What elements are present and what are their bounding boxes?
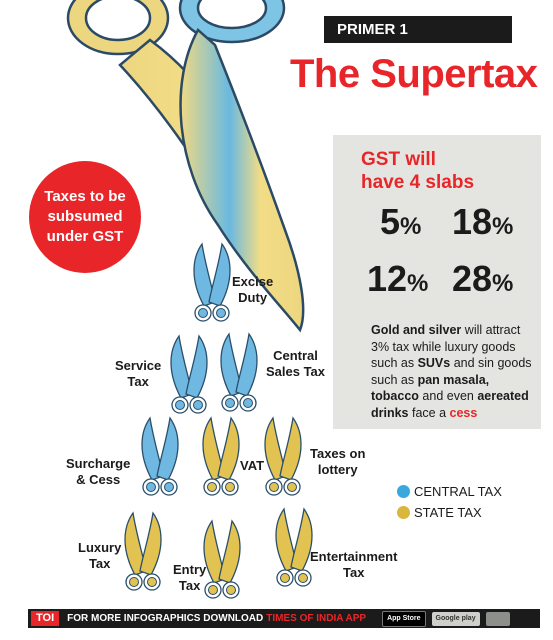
label-central-sales-tax: Central Sales Tax [266, 348, 325, 380]
app-store-button[interactable]: App Store [382, 610, 426, 627]
slab-value: 12 [367, 258, 408, 299]
label-line: Tax [178, 578, 201, 593]
label-line: Sales Tax [266, 364, 326, 379]
big-scissors [66, 0, 305, 333]
label-line: Tax [342, 565, 365, 580]
page-title: The Supertax [290, 52, 538, 96]
slabs-title-line: have 4 slabs [361, 172, 475, 193]
state-tax-legend-dot [397, 506, 410, 519]
label-line: Luxury [78, 540, 122, 555]
badge-line: subsumed [47, 208, 123, 225]
slab-rate: 5% [380, 201, 421, 243]
label-line: & Cess [76, 472, 121, 487]
footer-bar: TOI FOR MORE INFOGRAPHICS DOWNLOAD TIMES… [28, 609, 540, 628]
label-line: Central [273, 348, 318, 363]
footer-text: FOR MORE INFOGRAPHICS DOWNLOAD [67, 613, 264, 624]
label-line: Excise [232, 274, 274, 289]
windows-store-button[interactable] [485, 611, 510, 626]
note-bold: aereated drinks [371, 389, 529, 420]
slab-value: 18 [452, 201, 493, 242]
slabs-title-line: GST will [361, 149, 436, 170]
label-taxes-on-lottery: Taxes on lottery [310, 446, 365, 478]
primer-label: PRIMER 1 [324, 16, 512, 43]
slabs-panel [333, 135, 541, 429]
label-line: Surcharge [66, 456, 131, 471]
footer-brand[interactable]: TIMES OF INDIA APP [266, 613, 367, 624]
slab-value: 5 [380, 201, 401, 242]
label-surcharge-cess: Surcharge & Cess [66, 456, 130, 488]
label-line: Taxes on [310, 446, 366, 461]
label-vat: VAT [240, 458, 265, 473]
slab-unit: % [492, 270, 514, 297]
label-line: lottery [317, 462, 358, 477]
note-text: will attract 3% tax while luxury goods s… [371, 323, 521, 370]
label-service-tax: Service Tax [115, 358, 161, 390]
note-bold: Gold and silver [371, 323, 462, 337]
state-tax-legend-label: STATE TAX [414, 505, 482, 520]
slab-rate: 28% [452, 258, 513, 300]
slab-unit: % [407, 270, 429, 297]
slab-unit: % [400, 213, 422, 240]
label-line: Tax [127, 374, 149, 389]
label-line: Service [115, 358, 162, 373]
badge-line: Taxes to be [44, 188, 126, 205]
note-bold: pan masala, tobacco [371, 372, 490, 404]
central-tax-legend-label: CENTRAL TAX [414, 484, 502, 499]
note-text: and even [418, 389, 478, 403]
label-entry-tax: Entry Tax [173, 562, 206, 594]
note-text: face a [408, 405, 450, 420]
label-line: Tax [88, 556, 111, 571]
slab-rate: 12% [367, 258, 428, 300]
slab-unit: % [492, 213, 514, 240]
toi-logo: TOI [31, 611, 60, 626]
central-tax-legend-dot [397, 485, 410, 498]
label-luxury-tax: Luxury Tax [78, 540, 121, 572]
note-text: and sin goods such as [371, 356, 532, 387]
slabs-title: GST will have 4 slabs [361, 148, 474, 194]
note-bold: SUVs [417, 356, 451, 370]
label-excise-duty: Excise Duty [232, 274, 273, 306]
slab-rate: 18% [452, 201, 513, 243]
label-line: Entry [173, 562, 207, 577]
label-line: Entertainment [310, 549, 398, 564]
badge-line: under GST [46, 228, 124, 245]
subsumed-badge: Taxes to be subsumed under GST [29, 161, 141, 273]
label-entertainment-tax: Entertainment Tax [310, 549, 397, 581]
label-line: Duty [238, 290, 268, 305]
slabs-note: Gold and silver will attract 3% tax whil… [371, 322, 533, 421]
slab-value: 28 [452, 258, 493, 299]
google-play-button[interactable]: Google play [431, 611, 480, 626]
note-highlight: cess [449, 405, 478, 420]
